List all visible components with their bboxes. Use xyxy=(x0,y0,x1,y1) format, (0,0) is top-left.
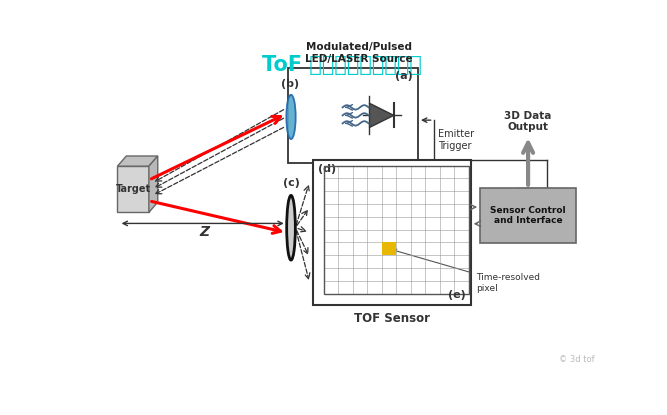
Ellipse shape xyxy=(287,195,295,260)
Text: Z: Z xyxy=(200,225,210,239)
Polygon shape xyxy=(117,166,149,212)
Polygon shape xyxy=(149,156,158,212)
Text: (c): (c) xyxy=(283,178,299,188)
Polygon shape xyxy=(117,156,158,166)
FancyBboxPatch shape xyxy=(480,188,576,243)
Text: 3D Data
Output: 3D Data Output xyxy=(504,111,552,132)
Text: ToF 模组工作原理示意图: ToF 模组工作原理示意图 xyxy=(262,55,422,75)
Bar xyxy=(382,242,396,255)
Text: Sensor Control
and Interface: Sensor Control and Interface xyxy=(490,206,566,225)
Ellipse shape xyxy=(286,95,295,139)
Text: (e): (e) xyxy=(448,290,466,300)
Polygon shape xyxy=(370,103,394,127)
Text: TOF Sensor: TOF Sensor xyxy=(354,312,430,325)
Text: Time-resolved
pixel: Time-resolved pixel xyxy=(393,249,540,293)
Text: Modulated/Pulsed
LED/LASER Source: Modulated/Pulsed LED/LASER Source xyxy=(305,42,413,64)
Text: (d): (d) xyxy=(318,164,336,174)
Text: Emitter
Trigger: Emitter Trigger xyxy=(438,129,474,151)
Text: © 3d tof: © 3d tof xyxy=(559,355,595,364)
Bar xyxy=(313,160,471,305)
Bar xyxy=(288,68,418,163)
Text: Target: Target xyxy=(115,184,151,194)
Bar xyxy=(324,166,468,294)
Text: (a): (a) xyxy=(396,71,413,81)
Text: (b): (b) xyxy=(281,78,299,88)
